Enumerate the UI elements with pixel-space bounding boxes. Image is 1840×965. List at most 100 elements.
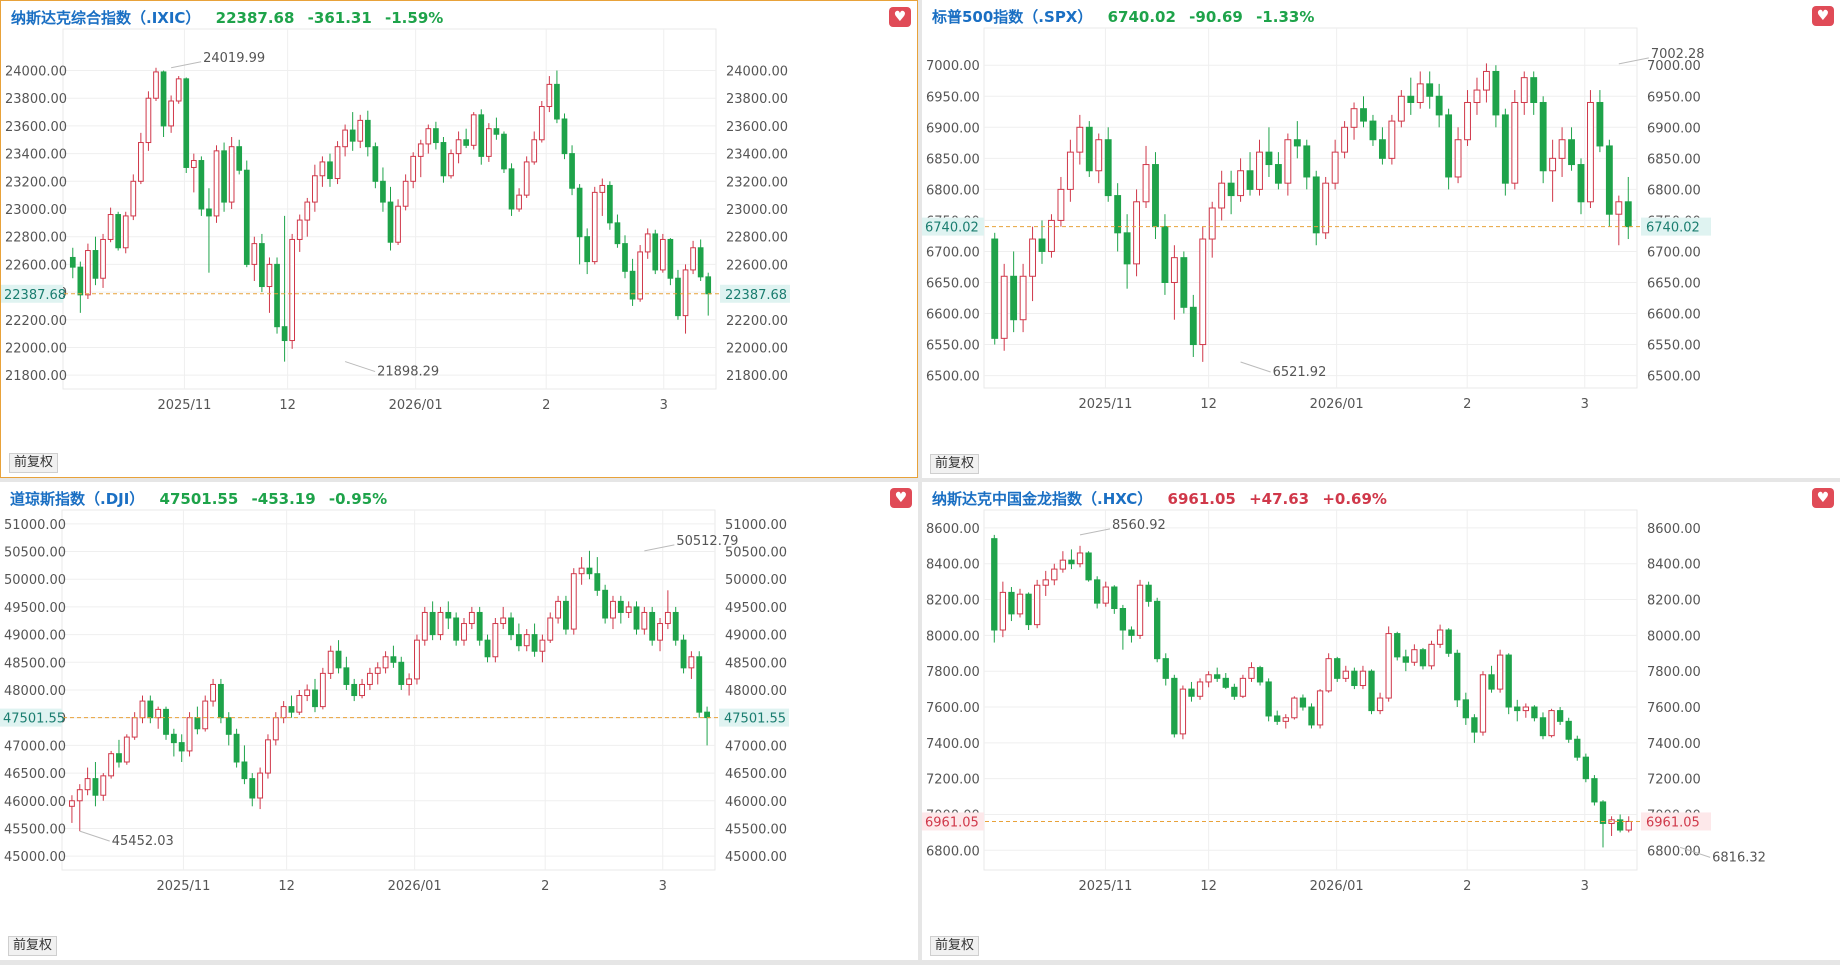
candle [555,595,562,624]
price-adjust-button[interactable]: 前复权 [8,936,58,956]
candlestick-chart[interactable]: 51000.00 51000.00 50500.00 50500.00 50000.00… [0,482,918,960]
annotation-label: 24019.99 [203,51,265,66]
candle-body-down [198,160,205,210]
y-tick-label-right: 23000.00 [726,203,788,218]
candle [476,606,483,646]
candle [1385,626,1392,702]
heart-icon[interactable]: ♥ [890,488,912,508]
annotation-label: 45452.03 [112,834,174,849]
index-name[interactable]: 纳斯达克综合指数（.IXIC） [11,9,201,27]
index-change-pct: -1.33% [1256,8,1315,26]
candle-body-up [531,139,538,163]
candle-body-down [1114,195,1122,234]
price-adjust-button[interactable]: 前复权 [9,453,59,473]
candle-body-down [1454,652,1461,701]
candle-body-up [131,717,138,738]
candle [602,584,609,624]
candle [1624,176,1632,240]
candle [682,264,689,334]
candle-body-down [1445,629,1452,654]
candle [243,160,250,268]
candle [77,261,84,313]
candle [1051,563,1058,586]
candle [1033,579,1041,629]
panel-hxc[interactable]: 纳斯达克中国金龙指数（.HXC） 6961.05 +47.63 +0.69% ♥… [922,482,1840,960]
candle [1549,139,1557,202]
index-change: -90.69 [1189,8,1243,26]
index-change-pct: -0.95% [328,490,388,508]
heart-icon[interactable]: ♥ [1812,488,1834,508]
candlestick-chart[interactable]: 8600.00 8600.00 8400.00 8400.00 8200.00 8200.… [922,482,1840,960]
candle [68,795,75,823]
candle-body-up [1102,586,1109,604]
candle [1591,775,1598,806]
y-tick-label-right: 6500.00 [1647,370,1701,385]
candle-body-down [1426,83,1434,97]
candle-body-down [1180,257,1188,308]
annotation-leader [1240,361,1271,373]
candle [607,181,613,230]
candle [1360,96,1367,128]
candle [213,145,220,223]
panel-dji[interactable]: 道琼斯指数（.DJI） 47501.55 -453.19 -0.95% ♥ 51… [0,482,918,960]
candle-body-up [414,639,420,680]
candle [1170,245,1178,320]
candle-body-down [1488,674,1495,690]
candle [1350,102,1358,140]
last-price-tag-right-text: 6961.05 [1646,815,1700,830]
price-adjust-button[interactable]: 前复权 [930,454,980,474]
candle [1000,263,1008,351]
last-price-tag-left-text: 22387.68 [4,288,66,303]
candle [198,156,205,216]
y-tick-label-left: 45000.00 [4,850,66,865]
candle [1539,712,1547,740]
panel-spx[interactable]: 标普500指数（.SPX） 6740.02 -90.69 -1.33% ♥ 70… [922,0,1840,478]
candle [1029,226,1036,302]
candle [1111,585,1118,614]
heart-icon[interactable]: ♥ [889,7,911,27]
heart-icon[interactable]: ♥ [1812,6,1834,26]
index-name[interactable]: 纳斯达克中国金龙指数（.HXC） [932,490,1153,508]
candle [1599,800,1607,848]
index-name[interactable]: 道琼斯指数（.DJI） [10,490,145,508]
index-change-pct: -1.59% [385,9,444,27]
candle-body-up [228,146,235,203]
candle [594,557,601,596]
candle-body-up [1256,151,1263,190]
candle-body-up [304,689,311,697]
y-tick-label-left: 48000.00 [4,684,66,699]
candlestick-chart[interactable]: 24000.00 24000.00 23800.00 23800.00 23600.00… [1,1,919,479]
candle [501,131,507,173]
candle [1038,220,1046,264]
candle-body-up [122,215,129,249]
candle [493,117,500,140]
candle [1133,189,1140,277]
candle-body-down [1104,139,1112,197]
candlestick-chart[interactable]: 7000.00 7000.00 6950.00 6950.00 6900.00 6900.… [922,0,1840,478]
y-tick-label-right: 23400.00 [726,148,788,163]
candle-body-down [478,114,485,157]
panel-ixic[interactable]: 纳斯达克综合指数（.IXIC） 22387.68 -361.31 -1.59% … [0,0,918,478]
candle [1334,656,1341,682]
candle-body-up [1208,207,1216,240]
y-tick-label-left: 23600.00 [5,120,67,135]
candle-body-up [448,153,454,177]
candle [1293,121,1301,159]
candle-body-up [682,269,689,317]
candle-body-up [130,180,137,217]
candle-body-down [1293,139,1301,147]
price-adjust-button[interactable]: 前复权 [930,936,980,956]
candle [1042,570,1049,596]
candle [1582,753,1590,783]
candle-body-down [225,717,232,735]
index-name[interactable]: 标普500指数（.SPX） [932,8,1093,26]
last-price-tag-right [1641,217,1711,236]
y-tick-label-right: 7400.00 [1647,737,1701,752]
candle [492,618,499,663]
y-tick-label-right: 50000.00 [725,573,787,588]
candle-body-down [569,153,575,189]
candle-body-down [594,573,601,591]
candle [163,706,169,740]
candle [508,163,515,216]
y-tick-label-left: 46000.00 [4,795,66,810]
